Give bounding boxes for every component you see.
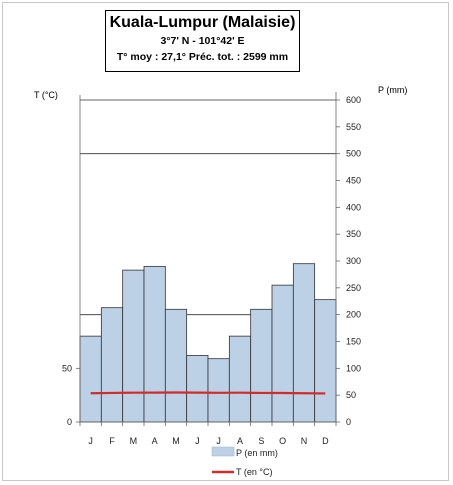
x-tick-label: J bbox=[216, 436, 221, 446]
precip-bar bbox=[143, 265, 166, 423]
right-tick-label: 500 bbox=[346, 149, 361, 159]
precip-bar bbox=[314, 299, 337, 423]
precip-bar bbox=[186, 355, 209, 423]
temperature-line bbox=[90, 391, 326, 395]
left-axis-title: T (°C) bbox=[34, 90, 58, 100]
chart-frame bbox=[2, 2, 449, 481]
right-tick-label: 0 bbox=[346, 417, 351, 427]
right-tick-label: 200 bbox=[346, 310, 361, 320]
legend-precip-swatch bbox=[211, 446, 235, 457]
chart-title: Kuala-Lumpur (Malaisie) bbox=[109, 14, 296, 31]
x-tick-label: D bbox=[322, 436, 329, 446]
left-tick-label: 50 bbox=[62, 363, 72, 373]
right-tick-label: 550 bbox=[346, 122, 361, 132]
x-tick-label: O bbox=[279, 436, 286, 446]
legend-precip-label: P (en mm) bbox=[236, 448, 278, 458]
x-tick-label: M bbox=[130, 436, 138, 446]
right-tick-label: 600 bbox=[346, 95, 361, 105]
x-tick-label: A bbox=[152, 436, 158, 446]
chart-coordinates: 3°7' N - 101°42' E bbox=[160, 35, 245, 47]
precip-bar bbox=[79, 335, 102, 423]
x-tick-label: F bbox=[109, 436, 115, 446]
right-tick-label: 350 bbox=[346, 229, 361, 239]
right-tick-label: 300 bbox=[346, 256, 361, 266]
right-tick-label: 150 bbox=[346, 337, 361, 347]
precip-bar bbox=[292, 263, 316, 423]
precip-bar bbox=[164, 308, 188, 423]
left-tick-label: 0 bbox=[67, 417, 72, 427]
x-tick-label: M bbox=[172, 436, 180, 446]
right-axis-title: P (mm) bbox=[378, 85, 407, 95]
right-tick-label: 250 bbox=[346, 283, 361, 293]
precip-bar bbox=[207, 358, 230, 423]
right-tick-label: 400 bbox=[346, 202, 361, 212]
x-tick-label: J bbox=[195, 436, 200, 446]
right-tick-label: 100 bbox=[346, 363, 361, 373]
right-tick-label: 450 bbox=[346, 176, 361, 186]
precip-bar bbox=[228, 335, 252, 423]
precip-bar bbox=[100, 307, 124, 423]
chart-title-box: Kuala-Lumpur (Malaisie) 3°7' N - 101°42'… bbox=[105, 10, 300, 72]
legend-temperature-label: T (en °C) bbox=[236, 467, 272, 477]
right-tick-label: 50 bbox=[346, 390, 356, 400]
x-tick-label: S bbox=[258, 436, 264, 446]
x-tick-label: J bbox=[88, 436, 93, 446]
precip-bar bbox=[271, 284, 294, 423]
precip-bar bbox=[122, 269, 145, 423]
x-tick-label: A bbox=[237, 436, 243, 446]
precip-bar bbox=[250, 308, 273, 423]
x-tick-label: N bbox=[301, 436, 308, 446]
chart-stats: T° moy : 27,1° Préc. tot. : 2599 mm bbox=[116, 51, 289, 63]
